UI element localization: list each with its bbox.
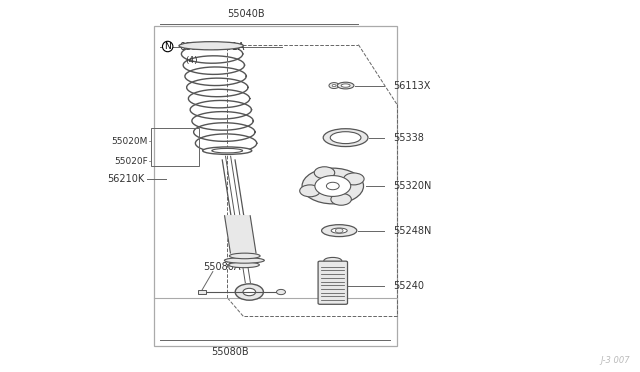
Ellipse shape [225, 257, 264, 263]
Ellipse shape [324, 257, 342, 264]
Text: 55020M: 55020M [111, 137, 148, 146]
Circle shape [344, 173, 364, 185]
Bar [154, 26, 397, 346]
Circle shape [236, 284, 264, 300]
Ellipse shape [341, 84, 350, 87]
Circle shape [329, 83, 339, 89]
Circle shape [243, 288, 255, 296]
Ellipse shape [330, 132, 361, 144]
Text: 55338: 55338 [394, 133, 424, 142]
Circle shape [332, 84, 336, 87]
Text: 08918-2401A: 08918-2401A [179, 42, 244, 51]
Ellipse shape [337, 82, 354, 89]
Circle shape [314, 167, 335, 179]
Circle shape [276, 289, 285, 295]
Text: 56210K: 56210K [107, 174, 144, 183]
Ellipse shape [212, 148, 243, 153]
Polygon shape [225, 216, 256, 253]
Circle shape [300, 185, 320, 197]
Text: 55080B: 55080B [212, 347, 249, 357]
Bar [198, 290, 206, 294]
Text: 55020F: 55020F [114, 157, 148, 166]
Text: 55248N: 55248N [394, 226, 432, 235]
Ellipse shape [322, 225, 357, 237]
Text: J-3 007: J-3 007 [601, 356, 630, 365]
Text: 55080A: 55080A [204, 262, 241, 272]
Circle shape [335, 228, 343, 233]
Circle shape [326, 182, 339, 190]
Text: 55040B: 55040B [228, 9, 265, 19]
Text: 55240: 55240 [394, 282, 424, 291]
Text: (4): (4) [186, 56, 198, 65]
Bar [151, 128, 199, 166]
Circle shape [302, 168, 364, 204]
Ellipse shape [332, 228, 348, 233]
Circle shape [331, 193, 351, 205]
FancyBboxPatch shape [318, 261, 348, 304]
Ellipse shape [229, 253, 260, 259]
Ellipse shape [228, 262, 259, 268]
Text: 55320N: 55320N [394, 181, 432, 191]
Text: 56113X: 56113X [394, 81, 431, 90]
Ellipse shape [203, 147, 252, 154]
Circle shape [315, 176, 351, 196]
Ellipse shape [179, 42, 243, 50]
Ellipse shape [323, 129, 368, 147]
Text: N: N [164, 42, 171, 51]
